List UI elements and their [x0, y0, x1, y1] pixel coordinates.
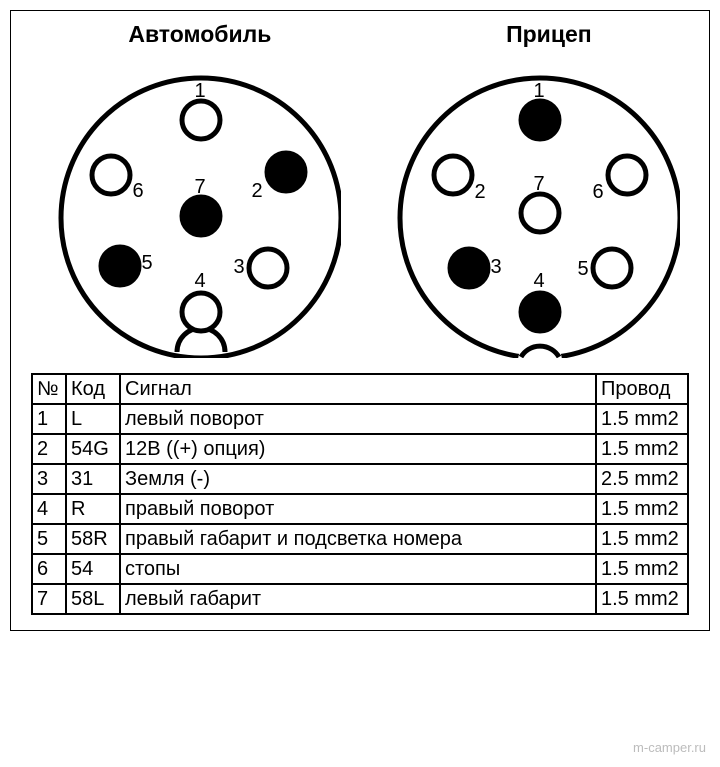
diagram-container: Автомобиль Прицеп 1234567 1234567 № Код …: [10, 10, 710, 631]
cell-wire: 1.5 mm2: [596, 434, 688, 464]
pin-circle: [92, 156, 130, 194]
pin-label: 5: [142, 252, 153, 275]
cell-wire: 1.5 mm2: [596, 554, 688, 584]
vehicle-connector: 1 2 3 4 5 6 7: [41, 58, 341, 358]
cell-signal: Земля (-): [120, 464, 596, 494]
pinout-table: № Код Сигнал Провод 1Lлевый поворот1.5 m…: [31, 373, 689, 615]
pin-label: 7: [534, 173, 545, 196]
pin-circle: [450, 249, 488, 287]
cell-num: 6: [32, 554, 66, 584]
pin-label: 3: [234, 256, 245, 279]
pin-circle: [593, 249, 631, 287]
connector-diagrams: 1 2 3 4 5 6 7 1 2 3 4 5 6 7: [11, 53, 709, 373]
cell-code: 54G: [66, 434, 120, 464]
vehicle-title: Автомобиль: [128, 21, 271, 48]
cell-code: R: [66, 494, 120, 524]
cell-signal: 12В ((+) опция): [120, 434, 596, 464]
pin-circle: [521, 101, 559, 139]
table-row: 254G12В ((+) опция)1.5 mm2: [32, 434, 688, 464]
pin-circle: [434, 156, 472, 194]
pin-label: 2: [475, 181, 486, 204]
cell-code: 54: [66, 554, 120, 584]
cell-num: 2: [32, 434, 66, 464]
pin-label: 7: [195, 176, 206, 199]
pin-label: 4: [534, 270, 545, 293]
pin-circle: [182, 101, 220, 139]
trailer-connector: 1 2 3 4 5 6 7: [380, 58, 680, 358]
table-row: 1Lлевый поворот1.5 mm2: [32, 404, 688, 434]
pin-circle: [521, 293, 559, 331]
cell-wire: 1.5 mm2: [596, 404, 688, 434]
pin-circle: [249, 249, 287, 287]
watermark: m-camper.ru: [633, 740, 706, 755]
trailer-title: Прицеп: [506, 21, 592, 48]
header-num: №: [32, 374, 66, 404]
pin-circle: [608, 156, 646, 194]
cell-num: 3: [32, 464, 66, 494]
table-row: 4Rправый поворот1.5 mm2: [32, 494, 688, 524]
cell-code: 58L: [66, 584, 120, 614]
table-row: 558Rправый габарит и подсветка номера1.5…: [32, 524, 688, 554]
header-signal: Сигнал: [120, 374, 596, 404]
cell-signal: левый габарит: [120, 584, 596, 614]
pin-label: 2: [252, 180, 263, 203]
pin-circle: [521, 194, 559, 232]
cell-signal: правый габарит и подсветка номера: [120, 524, 596, 554]
pin-circle: [182, 197, 220, 235]
cell-num: 4: [32, 494, 66, 524]
pin-label: 5: [578, 258, 589, 281]
cell-wire: 2.5 mm2: [596, 464, 688, 494]
cell-code: 58R: [66, 524, 120, 554]
pin-circle: [182, 293, 220, 331]
cell-wire: 1.5 mm2: [596, 524, 688, 554]
pin-circle: [267, 153, 305, 191]
pin-label: 4: [195, 270, 206, 293]
cell-signal: стопы: [120, 554, 596, 584]
cell-signal: левый поворот: [120, 404, 596, 434]
header-code: Код: [66, 374, 120, 404]
table-row: 654стопы1.5 mm2: [32, 554, 688, 584]
cell-signal: правый поворот: [120, 494, 596, 524]
table-row: 331Земля (-)2.5 mm2: [32, 464, 688, 494]
cell-wire: 1.5 mm2: [596, 494, 688, 524]
cell-num: 7: [32, 584, 66, 614]
pin-label: 1: [195, 80, 206, 103]
table-header-row: № Код Сигнал Провод: [32, 374, 688, 404]
pin-label: 3: [491, 256, 502, 279]
pin-label: 6: [133, 180, 144, 203]
header-wire: Провод: [596, 374, 688, 404]
cell-code: L: [66, 404, 120, 434]
cell-code: 31: [66, 464, 120, 494]
pin-label: 6: [593, 181, 604, 204]
cell-wire: 1.5 mm2: [596, 584, 688, 614]
pin-circle: [101, 247, 139, 285]
pinout-table-wrap: № Код Сигнал Провод 1Lлевый поворот1.5 m…: [11, 373, 709, 615]
cell-num: 1: [32, 404, 66, 434]
connector-headers: Автомобиль Прицеп: [11, 11, 709, 53]
cell-num: 5: [32, 524, 66, 554]
pin-label: 1: [534, 80, 545, 103]
table-row: 758Lлевый габарит1.5 mm2: [32, 584, 688, 614]
